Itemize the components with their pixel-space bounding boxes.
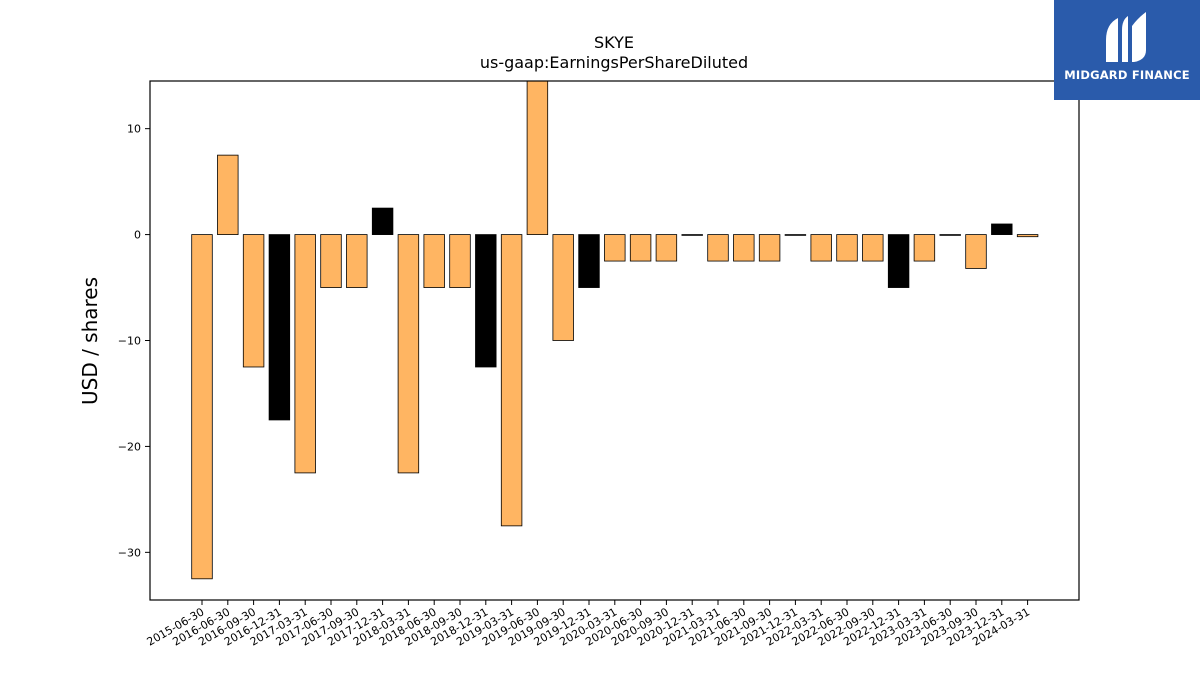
bar-2020-12-31 bbox=[681, 234, 703, 236]
bar-2021-09-30 bbox=[758, 234, 781, 262]
bar-2023-09-30 bbox=[965, 234, 987, 269]
bar-2016-12-31 bbox=[268, 234, 291, 421]
bar-2022-06-30 bbox=[836, 234, 858, 262]
midgard-logo-icon bbox=[1054, 0, 1200, 100]
bars-group bbox=[191, 81, 1039, 580]
midgard-finance-logo: MIDGARD FINANCE bbox=[1054, 0, 1200, 100]
bar-2020-06-30 bbox=[629, 234, 652, 262]
y-axis-label: USD / shares bbox=[78, 277, 102, 405]
bar-2018-09-30 bbox=[449, 234, 471, 288]
bar-2023-12-31 bbox=[991, 223, 1013, 235]
logo-text: MIDGARD FINANCE bbox=[1064, 68, 1190, 82]
plot-frame bbox=[149, 80, 1080, 601]
y-ticks-group: 10 0 −10 −20 −30 bbox=[118, 123, 150, 559]
bar-2022-12-31 bbox=[887, 234, 910, 288]
bar-2021-06-30 bbox=[733, 234, 755, 262]
bar-2017-09-30 bbox=[346, 234, 368, 288]
bar-2019-12-31 bbox=[578, 234, 600, 288]
bar-2024-03-31 bbox=[1016, 234, 1039, 238]
bar-2019-09-30 bbox=[552, 234, 574, 341]
x-ticks-group: 2015-06-302016-06-302016-09-302016-12-31… bbox=[145, 600, 1032, 649]
bar-2020-09-30 bbox=[655, 234, 678, 262]
bar-2016-06-30 bbox=[217, 154, 239, 235]
bar-2018-12-31 bbox=[475, 234, 497, 368]
bar-2023-06-30 bbox=[939, 234, 961, 236]
bar-2020-03-31 bbox=[604, 234, 626, 262]
y-tick-label: −10 bbox=[118, 335, 141, 348]
bar-2019-03-31 bbox=[500, 234, 523, 527]
y-tick-label: −30 bbox=[118, 546, 141, 559]
bar-2017-06-30 bbox=[320, 234, 342, 288]
y-tick-label: −20 bbox=[118, 440, 141, 453]
bar-2018-03-31 bbox=[397, 234, 420, 474]
y-tick-label: 10 bbox=[127, 123, 141, 136]
bar-2015-06-30 bbox=[191, 234, 213, 580]
bar-2022-09-30 bbox=[862, 234, 884, 262]
bar-2018-06-30 bbox=[423, 234, 445, 288]
bar-2017-12-31 bbox=[371, 207, 394, 235]
bar-2021-03-31 bbox=[707, 234, 729, 262]
bar-2022-03-31 bbox=[810, 234, 832, 262]
bar-2019-06-30 bbox=[526, 81, 549, 235]
bar-2016-09-30 bbox=[242, 234, 265, 368]
bar-2021-12-31 bbox=[784, 234, 807, 236]
chart-subtitle: us-gaap:EarningsPerShareDiluted bbox=[480, 53, 748, 72]
y-tick-label: 0 bbox=[134, 229, 141, 242]
bar-2023-03-31 bbox=[913, 234, 936, 262]
bar-2017-03-31 bbox=[294, 234, 316, 474]
chart-title: SKYE bbox=[594, 33, 634, 52]
